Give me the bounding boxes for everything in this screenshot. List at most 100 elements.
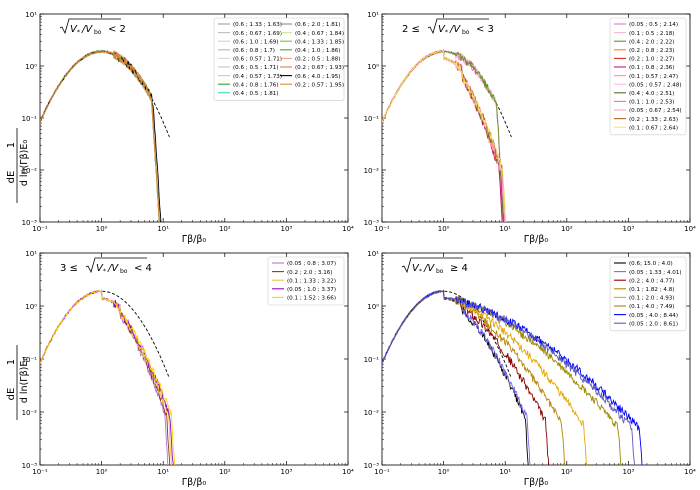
x-tick-label: 10³: [623, 468, 635, 476]
legend-label: (0.05 ; 0.8 ; 3.07): [287, 261, 336, 267]
legend-entry: (0.2 ; 4.0 ; 4.77): [614, 278, 675, 284]
y-axis-label-numerator: dE: [6, 171, 17, 184]
panel-title: V */V bo ≥ 4: [401, 257, 468, 275]
axis-ticks: [39, 252, 349, 466]
legend-label: (0.1 ; 4.0 ; 7.49): [629, 304, 675, 310]
legend-label: (0.2 ; 1.33 ; 2.63): [629, 117, 678, 123]
series-group: [40, 288, 176, 465]
title-ratio-sub: *: [445, 29, 448, 36]
legend-entry: (0.1 ; 0.57 ; 2.47): [614, 74, 678, 80]
y-axis-label-fraction-top: 1: [6, 359, 17, 365]
legend-label: (0.4 ; 0.67 ; 1.84): [295, 31, 344, 37]
title-ratio-sub: *: [419, 268, 422, 275]
legend-entry: (0.05 ; 0.67 ; 2.54): [614, 108, 682, 114]
y-tick-label: 10⁻¹: [364, 356, 380, 364]
legend-label: (0.6; 15.0 ; 4.0): [629, 261, 673, 267]
title-ratio-bo: bo: [94, 29, 102, 36]
legend-label: (0.1 ; 0.57 ; 2.47): [629, 74, 678, 80]
legend-entry: (0.4 ; 0.57 ; 1.73): [218, 74, 282, 80]
panels-layer: 10⁻¹ 10⁰ 10¹ 10² 10³ 10⁴ 10⁻³ 10⁻² 10⁻¹ 10⁰ 10¹ Γβ/…: [22, 11, 696, 488]
legend-entry: (0.2 ; 0.8 ; 2.23): [614, 48, 675, 54]
legend-label: (0.05 ; 2.0 ; 8.61): [629, 321, 678, 327]
title-ratio-slash: /V: [107, 263, 119, 274]
legend-label: (0.1 ; 1.52 ; 3.66): [287, 296, 336, 302]
series-line: [40, 289, 176, 465]
y-tick-label: 10¹: [367, 11, 379, 19]
legend-entry: (0.4 ; 1.33 ; 1.85): [280, 39, 344, 45]
title-ratio-sub: *: [77, 29, 80, 36]
series-group: [382, 49, 512, 222]
legend-label: (0.6 ; 0.57 ; 1.71): [233, 57, 282, 63]
legend: (0.05 ; 0.8 ; 3.07) (0.2 ; 2.0 ; 3.16) (0.…: [267, 256, 345, 306]
legend-label: (0.4 ; 0.5 ; 1.81): [233, 91, 279, 97]
legend-label: (0.6 ; 1.33 ; 1.63): [233, 22, 282, 28]
legend-label: (0.6 ; 1.0 ; 1.69): [233, 39, 279, 45]
x-tick-label: 10³: [281, 225, 293, 233]
legend-label: (0.05 ; 1.0 ; 3.37): [287, 287, 336, 293]
chart-panel-top-left: 10⁻¹ 10⁰ 10¹ 10² 10³ 10⁴ 10⁻³ 10⁻² 10⁻¹ 10⁰ 10¹ Γβ/…: [22, 11, 354, 245]
legend-entry: (0.05 ; 0.5 ; 2.14): [614, 22, 678, 28]
title-ratio-slash: /V: [449, 24, 461, 35]
legend-label: (0.4 ; 0.57 ; 1.73): [233, 74, 282, 80]
legend-entry: (0.4 ; 0.5 ; 1.81): [218, 91, 279, 97]
legend-entry: (0.1 ; 0.8 ; 2.36): [614, 65, 675, 71]
legend-label: (0.05 ; 4.0 ; 8.44): [629, 313, 678, 319]
x-tick-label: 10¹: [157, 468, 169, 476]
legend-entry: (0.05 ; 1.33 ; 4.01): [614, 270, 682, 276]
legend-entry: (0.1 ; 1.0 ; 2.53): [614, 100, 675, 106]
title-ratio-bo: bo: [120, 268, 128, 275]
legend-label: (0.4 ; 1.33 ; 1.85): [295, 39, 344, 45]
y-tick-label: 10⁰: [367, 63, 379, 71]
legend-box: [213, 17, 345, 101]
y-tick-label: 10⁻²: [22, 167, 38, 175]
sqrt-symbol: [401, 257, 463, 274]
legend-label: (0.1 ; 0.5 ; 2.18): [629, 31, 675, 37]
legend-entry: (0.2 ; 1.0 ; 2.27): [614, 57, 675, 63]
legend-label: (0.1 ; 2.0 ; 4.93): [629, 296, 675, 302]
title-suffix: < 3: [476, 24, 494, 35]
y-tick-label: 10⁻²: [364, 409, 380, 417]
y-tick-label: 10⁻³: [364, 219, 380, 227]
legend-box: [267, 256, 345, 306]
legend-label: (0.1 ; 1.33 ; 3.22): [287, 278, 336, 284]
x-tick-label: 10²: [561, 225, 573, 233]
legend-entry: (0.2 ; 0.67 ; 1.93): [280, 65, 344, 71]
x-tick-label: 10⁴: [342, 225, 354, 233]
legend-entry: (0.1 ; 0.5 ; 2.18): [614, 31, 675, 37]
chart-panel-top-right: 10⁻¹ 10⁰ 10¹ 10² 10³ 10⁴ 10⁻³ 10⁻² 10⁻¹ 10⁰ 10¹ Γβ/…: [364, 11, 696, 245]
y-axis-label-top: dE 1 d ln(Γβ)E₀: [6, 128, 30, 203]
x-tick-label: 10⁻¹: [374, 225, 390, 233]
legend-label: (0.6 ; 0.67 ; 1.69): [233, 31, 282, 37]
legend-box: [609, 17, 687, 136]
x-tick-label: 10⁻¹: [374, 468, 390, 476]
legend-label: (0.6 ; 4.0 ; 1.95): [295, 74, 341, 80]
legend-label: (0.1 ; 0.8 ; 2.36): [629, 65, 675, 71]
x-tick-label: 10⁴: [342, 468, 354, 476]
x-tick-label: 10⁰: [96, 468, 108, 476]
sqrt-symbol: [427, 18, 489, 35]
title-ratio-slash: /V: [423, 263, 435, 274]
y-tick-label: 10⁻²: [22, 409, 38, 417]
legend-label: (0.05 ; 0.67 ; 2.54): [629, 108, 682, 114]
legend-entry: (0.4 ; 0.67 ; 1.84): [280, 31, 344, 37]
x-tick-label: 10⁰: [438, 468, 450, 476]
title-suffix: ≥ 4: [450, 263, 468, 274]
legend-entry: (0.05 ; 2.0 ; 8.61): [614, 321, 678, 327]
y-tick-label: 10⁻³: [22, 219, 38, 227]
y-tick-label: 10¹: [25, 11, 37, 19]
legend-label: (0.1 ; 0.67 ; 2.64): [629, 125, 678, 131]
x-tick-label: 10²: [219, 225, 231, 233]
chart-panel-bottom-right: 10⁻¹ 10⁰ 10¹ 10² 10³ 10⁴ 10⁻³ 10⁻² 10⁻¹ 10⁰ 10¹ Γβ/…: [364, 250, 696, 488]
series-line: [382, 290, 635, 465]
legend-entry: (0.6 ; 0.57 ; 1.71): [218, 57, 282, 63]
legend-entry: (0.2 ; 1.33 ; 2.63): [614, 117, 678, 123]
legend-label: (0.05 ; 0.57 ; 2.48): [629, 82, 682, 88]
legend-label: (0.6 ; 0.5 ; 1.71): [233, 65, 279, 71]
y-tick-label: 10¹: [25, 250, 37, 258]
chart-panel-bottom-left: 10⁻¹ 10⁰ 10¹ 10² 10³ 10⁴ 10⁻³ 10⁻² 10⁻¹ 10⁰ 10¹ Γβ/…: [22, 250, 354, 488]
legend-label: (0.4 ; 2.0 ; 2.22): [629, 39, 675, 45]
legend-label: (0.2 ; 0.5 ; 1.88): [295, 57, 341, 63]
y-tick-label: 10⁰: [25, 303, 37, 311]
legend-label: (0.2 ; 0.57 ; 1.95): [295, 82, 344, 88]
y-axis-label-denominator: d ln(Γβ)E₀: [19, 140, 30, 186]
